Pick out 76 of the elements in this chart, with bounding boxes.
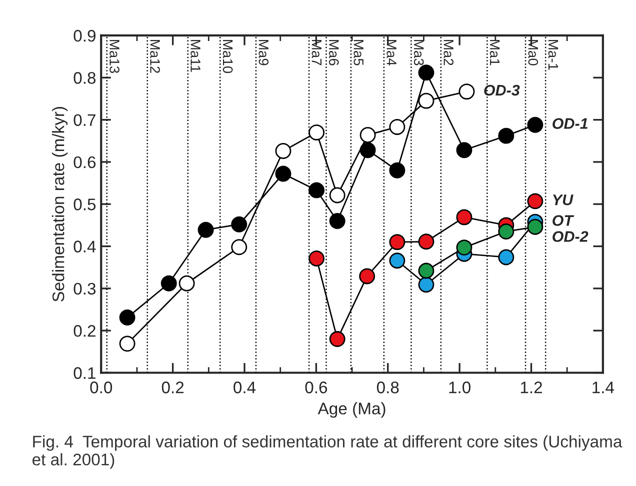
point (360, 127, 376, 143)
x-tick-label: 1.4 (592, 382, 614, 394)
point (160, 275, 177, 292)
x-tick-label: 0.8 (376, 382, 399, 394)
ref-line-label: Ma10 (222, 40, 233, 74)
ref-line-label: Ma-1 (548, 40, 558, 70)
series-label: OD-1 (552, 118, 588, 129)
point (456, 240, 472, 256)
y-tick-label: 0.6 (74, 156, 96, 168)
series-label: OD-2 (552, 231, 588, 242)
ref-line-label: Ma4 (386, 40, 396, 66)
point (389, 118, 406, 135)
point (418, 234, 434, 250)
series-label: YU (553, 194, 574, 206)
y-tick-label: 0.7 (74, 114, 96, 126)
y-tick-label: 0.4 (74, 240, 96, 252)
point (458, 84, 475, 100)
y-tick-label: 0.5 (74, 198, 96, 210)
x-tick-label: 1.0 (449, 382, 470, 394)
point (527, 218, 544, 235)
point (456, 209, 472, 226)
point (119, 336, 136, 352)
point (418, 262, 434, 279)
point (329, 213, 346, 229)
point (498, 224, 514, 240)
ref-line-label: Ma13 (110, 40, 120, 73)
x-tick-label: 0.6 (305, 382, 328, 394)
point (308, 182, 325, 198)
ref-line-label: Ma9 (258, 40, 269, 66)
x-tick-label: 0.0 (90, 382, 112, 394)
y-tick-label: 0.2 (74, 325, 96, 337)
x-tick-label: 0.4 (234, 382, 256, 394)
y-tick-label: 0.9 (74, 30, 96, 42)
y-tick-label: 0.3 (74, 282, 96, 295)
point (275, 143, 292, 159)
point (359, 268, 376, 284)
point (527, 116, 544, 133)
point (329, 187, 346, 204)
caption: Fig. 4 Temporal variation of sedimentation rate at different core sites (Uchiyama et al. 2001) (32, 435, 622, 469)
point (308, 124, 325, 140)
ref-line-label: Ma5 (354, 40, 364, 66)
point (231, 216, 248, 232)
point (329, 331, 346, 348)
series-label: OD-3 (484, 84, 520, 96)
point (389, 252, 406, 269)
point (198, 222, 214, 238)
x-axis-title: Age (Ma) (318, 402, 386, 418)
x-tick-label: 0.2 (162, 382, 184, 394)
point (456, 142, 472, 158)
point (275, 166, 292, 182)
point (498, 249, 514, 266)
ref-line-label: Ma2 (444, 40, 454, 66)
point (418, 276, 434, 293)
point (418, 92, 434, 109)
point (178, 275, 195, 292)
point (389, 162, 406, 178)
x-tick-label: 1.2 (520, 382, 542, 394)
y-axis-title: Sedimentation rate (m/kyr) (52, 106, 68, 302)
point (527, 193, 544, 210)
point (119, 310, 136, 326)
point (308, 250, 325, 266)
point (360, 142, 376, 158)
point (389, 234, 406, 250)
ref-line-label: Ma6 (328, 40, 339, 66)
ref-line-label: Ma3 (414, 40, 424, 66)
point (498, 128, 514, 144)
point (231, 239, 248, 256)
series-label: OT (552, 215, 574, 226)
ref-line-label: Ma1 (490, 40, 500, 66)
ref-line-label: Ma7 (312, 40, 322, 66)
point (418, 64, 434, 81)
ref-line-label: Ma12 (150, 40, 160, 73)
y-tick-label: 0.8 (74, 72, 96, 84)
y-tick-label: 0.1 (74, 367, 96, 379)
ref-line-label: Ma0 (528, 40, 538, 66)
ref-line-label: Ma11 (190, 40, 200, 72)
